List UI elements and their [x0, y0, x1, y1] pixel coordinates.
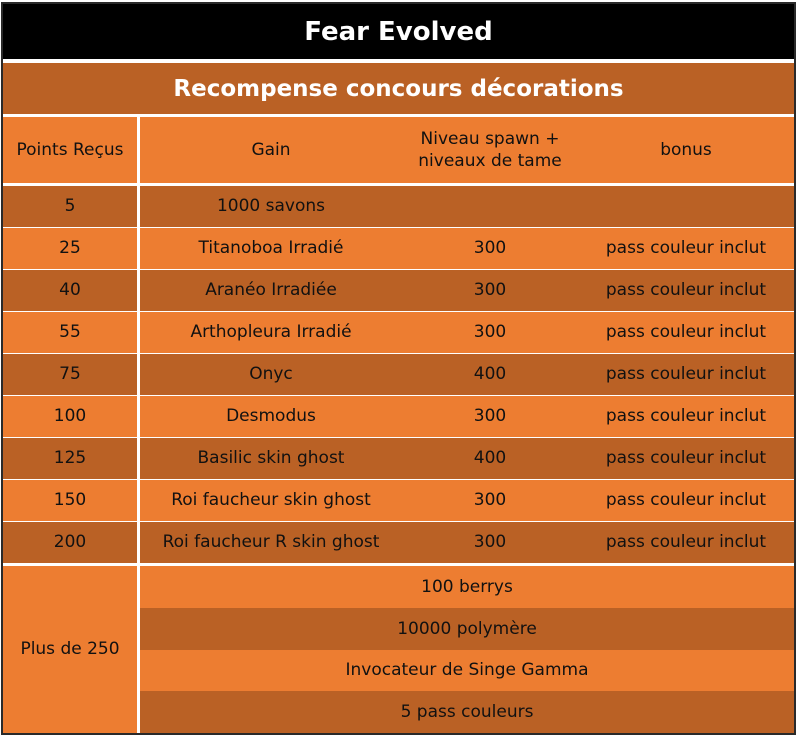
table-row: 75 Onyc 400 pass couleur inclut: [3, 354, 794, 395]
bonus-cell: pass couleur inclut: [605, 448, 767, 469]
gain-cell: Basilic skin ghost: [197, 448, 345, 469]
gain-cell: Titanoboa Irradié: [198, 238, 344, 259]
final-reward-item: 10000 polymère: [140, 607, 794, 650]
niveau-cell: 400: [473, 364, 507, 385]
column-divider: [137, 480, 140, 521]
points-cell: 40: [59, 280, 81, 301]
niveau-cell: 400: [473, 448, 507, 469]
niveau-cell: 300: [473, 280, 507, 301]
column-divider: [137, 438, 140, 479]
final-reward-item: 5 pass couleurs: [140, 691, 794, 733]
gain-cell: Roi faucheur R skin ghost: [162, 532, 380, 553]
bonus-cell: pass couleur inclut: [605, 322, 767, 343]
table-row: 5 1000 savons: [3, 186, 794, 227]
niveau-cell: 300: [473, 532, 507, 553]
header-row: Points Reçus Gain Niveau spawn + niveaux…: [3, 117, 794, 183]
gain-cell: Aranéo Irradiée: [205, 280, 337, 301]
column-divider: [137, 228, 140, 269]
column-divider: [137, 117, 140, 183]
points-cell: 25: [59, 238, 81, 259]
points-cell: 125: [53, 448, 87, 469]
bonus-cell: [578, 186, 794, 227]
gain-cell: 1000 savons: [216, 196, 326, 217]
header-niveau: Niveau spawn + niveaux de tame: [418, 128, 562, 171]
table-title: Fear Evolved: [3, 4, 794, 59]
niveau-cell: [402, 186, 578, 227]
column-divider: [137, 186, 140, 227]
header-points: Points Reçus: [16, 139, 124, 160]
header-gain: Gain: [251, 139, 291, 160]
table-row: 200 Roi faucheur R skin ghost 300 pass coul…: [3, 522, 794, 563]
gain-cell: Arthopleura Irradié: [190, 322, 352, 343]
table-row: 40 Aranéo Irradiée 300 pass couleur inclut: [3, 270, 794, 311]
niveau-cell: 300: [473, 406, 507, 427]
column-divider: [137, 354, 140, 395]
gain-cell: Desmodus: [226, 406, 316, 427]
gain-cell: Roi faucheur skin ghost: [171, 490, 371, 511]
points-cell: 150: [53, 490, 87, 511]
bonus-cell: pass couleur inclut: [605, 490, 767, 511]
column-divider: [137, 566, 140, 733]
final-points: Plus de 250: [3, 566, 137, 733]
bonus-cell: pass couleur inclut: [605, 406, 767, 427]
table-row: 55 Arthopleura Irradié 300 pass couleur inc…: [3, 312, 794, 353]
final-tier: Plus de 250 100 berrys 10000 polymère Invo…: [3, 566, 794, 733]
header-bonus: bonus: [660, 139, 712, 160]
final-reward-item: 100 berrys: [140, 566, 794, 608]
bonus-cell: pass couleur inclut: [605, 364, 767, 385]
bonus-cell: pass couleur inclut: [605, 532, 767, 553]
points-cell: 75: [59, 364, 81, 385]
points-cell: 200: [53, 532, 87, 553]
niveau-cell: 300: [473, 238, 507, 259]
bonus-cell: pass couleur inclut: [605, 280, 767, 301]
table-row: 100 Desmodus 300 pass couleur inclut: [3, 396, 794, 437]
column-divider: [137, 312, 140, 353]
bonus-cell: pass couleur inclut: [605, 238, 767, 259]
gain-cell: Onyc: [249, 364, 293, 385]
table-row: 125 Basilic skin ghost 400 pass couleur inc…: [3, 438, 794, 479]
niveau-cell: 300: [473, 322, 507, 343]
points-cell: 100: [53, 406, 87, 427]
final-reward-item: Invocateur de Singe Gamma: [140, 649, 794, 692]
points-cell: 5: [64, 196, 76, 217]
column-divider: [137, 522, 140, 563]
table-subtitle: Recompense concours décorations: [3, 63, 794, 114]
points-cell: 55: [59, 322, 81, 343]
table-row: 25 Titanoboa Irradié 300 pass couleur inclu…: [3, 228, 794, 269]
niveau-cell: 300: [473, 490, 507, 511]
column-divider: [137, 270, 140, 311]
table-row: 150 Roi faucheur skin ghost 300 pass couleu…: [3, 480, 794, 521]
column-divider: [137, 396, 140, 437]
